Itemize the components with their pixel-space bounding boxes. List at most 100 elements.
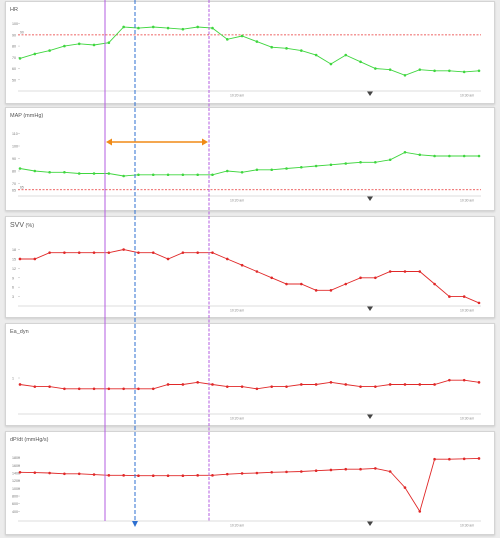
data-point[interactable] xyxy=(33,257,37,261)
data-point[interactable] xyxy=(359,385,362,388)
data-point[interactable] xyxy=(388,470,392,473)
data-point[interactable] xyxy=(300,383,303,386)
data-point[interactable] xyxy=(225,38,229,41)
data-point[interactable] xyxy=(92,251,96,254)
data-point[interactable] xyxy=(240,34,244,38)
data-point[interactable] xyxy=(196,474,199,477)
data-point[interactable] xyxy=(462,70,466,74)
data-point[interactable] xyxy=(33,471,37,474)
data-point[interactable] xyxy=(314,383,318,386)
data-point[interactable] xyxy=(285,470,288,474)
data-point[interactable] xyxy=(225,385,229,388)
data-point[interactable] xyxy=(77,472,81,476)
data-point[interactable] xyxy=(359,160,362,164)
data-point[interactable] xyxy=(255,471,259,475)
data-point[interactable] xyxy=(403,270,407,273)
data-point[interactable] xyxy=(359,60,362,64)
data-point[interactable] xyxy=(77,387,81,391)
data-point[interactable] xyxy=(418,153,422,157)
data-point[interactable] xyxy=(77,172,81,175)
data-point[interactable] xyxy=(151,387,155,391)
data-point[interactable] xyxy=(462,295,466,298)
data-point[interactable] xyxy=(225,472,229,476)
data-point[interactable] xyxy=(477,154,481,158)
data-point[interactable] xyxy=(344,383,348,386)
data-point[interactable] xyxy=(255,270,259,273)
data-point[interactable] xyxy=(448,378,451,382)
data-point[interactable] xyxy=(63,251,66,254)
data-point[interactable] xyxy=(300,282,303,286)
data-point[interactable] xyxy=(137,173,140,177)
data-point[interactable] xyxy=(374,385,377,388)
data-point[interactable] xyxy=(359,276,362,280)
data-point[interactable] xyxy=(477,457,481,460)
data-point[interactable] xyxy=(270,45,274,49)
data-point[interactable] xyxy=(285,167,288,170)
data-point[interactable] xyxy=(18,383,22,386)
data-point[interactable] xyxy=(374,467,377,470)
data-point[interactable] xyxy=(211,251,214,254)
data-point[interactable] xyxy=(344,467,348,471)
data-point[interactable] xyxy=(211,383,214,386)
data-point[interactable] xyxy=(92,43,96,47)
data-point[interactable] xyxy=(300,470,303,473)
data-point[interactable] xyxy=(477,381,481,384)
data-point[interactable] xyxy=(477,301,481,305)
data-point[interactable] xyxy=(211,26,214,30)
data-point[interactable] xyxy=(48,251,51,254)
data-point[interactable] xyxy=(403,73,407,77)
data-point[interactable] xyxy=(329,289,333,292)
data-point[interactable] xyxy=(418,270,422,273)
data-point[interactable] xyxy=(374,276,377,280)
data-point[interactable] xyxy=(151,251,155,254)
data-point[interactable] xyxy=(63,472,66,476)
data-point[interactable] xyxy=(18,257,22,261)
data-point[interactable] xyxy=(300,49,303,52)
data-point[interactable] xyxy=(374,160,377,164)
data-point[interactable] xyxy=(196,25,199,29)
data-point[interactable] xyxy=(107,172,111,175)
data-point[interactable] xyxy=(137,26,140,30)
data-point[interactable] xyxy=(240,385,244,388)
data-point[interactable] xyxy=(433,383,436,386)
data-point[interactable] xyxy=(462,457,466,461)
data-point[interactable] xyxy=(63,387,66,391)
data-point[interactable] xyxy=(329,468,333,472)
data-point[interactable] xyxy=(448,457,451,461)
data-point[interactable] xyxy=(359,467,362,471)
data-point[interactable] xyxy=(314,289,318,292)
data-point[interactable] xyxy=(107,251,111,254)
data-point[interactable] xyxy=(48,170,51,174)
data-point[interactable] xyxy=(196,381,199,384)
data-point[interactable] xyxy=(314,164,318,168)
data-point[interactable] xyxy=(107,41,111,45)
data-point[interactable] xyxy=(403,383,407,386)
data-point[interactable] xyxy=(33,52,37,56)
data-point[interactable] xyxy=(388,383,392,386)
data-point[interactable] xyxy=(122,474,125,477)
data-point[interactable] xyxy=(92,172,96,175)
data-point[interactable] xyxy=(388,68,392,71)
data-point[interactable] xyxy=(107,474,111,477)
data-point[interactable] xyxy=(196,173,199,177)
data-point[interactable] xyxy=(48,49,51,52)
data-point[interactable] xyxy=(211,173,214,177)
data-point[interactable] xyxy=(196,251,199,254)
data-point[interactable] xyxy=(137,474,140,478)
data-point[interactable] xyxy=(48,385,51,388)
data-point[interactable] xyxy=(314,469,318,473)
data-point[interactable] xyxy=(92,473,96,476)
data-point[interactable] xyxy=(166,474,170,478)
data-point[interactable] xyxy=(18,167,22,170)
data-point[interactable] xyxy=(122,387,125,391)
data-point[interactable] xyxy=(344,162,348,165)
data-point[interactable] xyxy=(285,47,288,50)
data-point[interactable] xyxy=(181,383,185,386)
data-point[interactable] xyxy=(448,295,451,298)
data-point[interactable] xyxy=(240,472,244,475)
data-point[interactable] xyxy=(388,158,392,162)
data-point[interactable] xyxy=(18,57,22,60)
data-point[interactable] xyxy=(181,474,185,478)
data-point[interactable] xyxy=(33,385,37,388)
data-point[interactable] xyxy=(418,68,422,71)
